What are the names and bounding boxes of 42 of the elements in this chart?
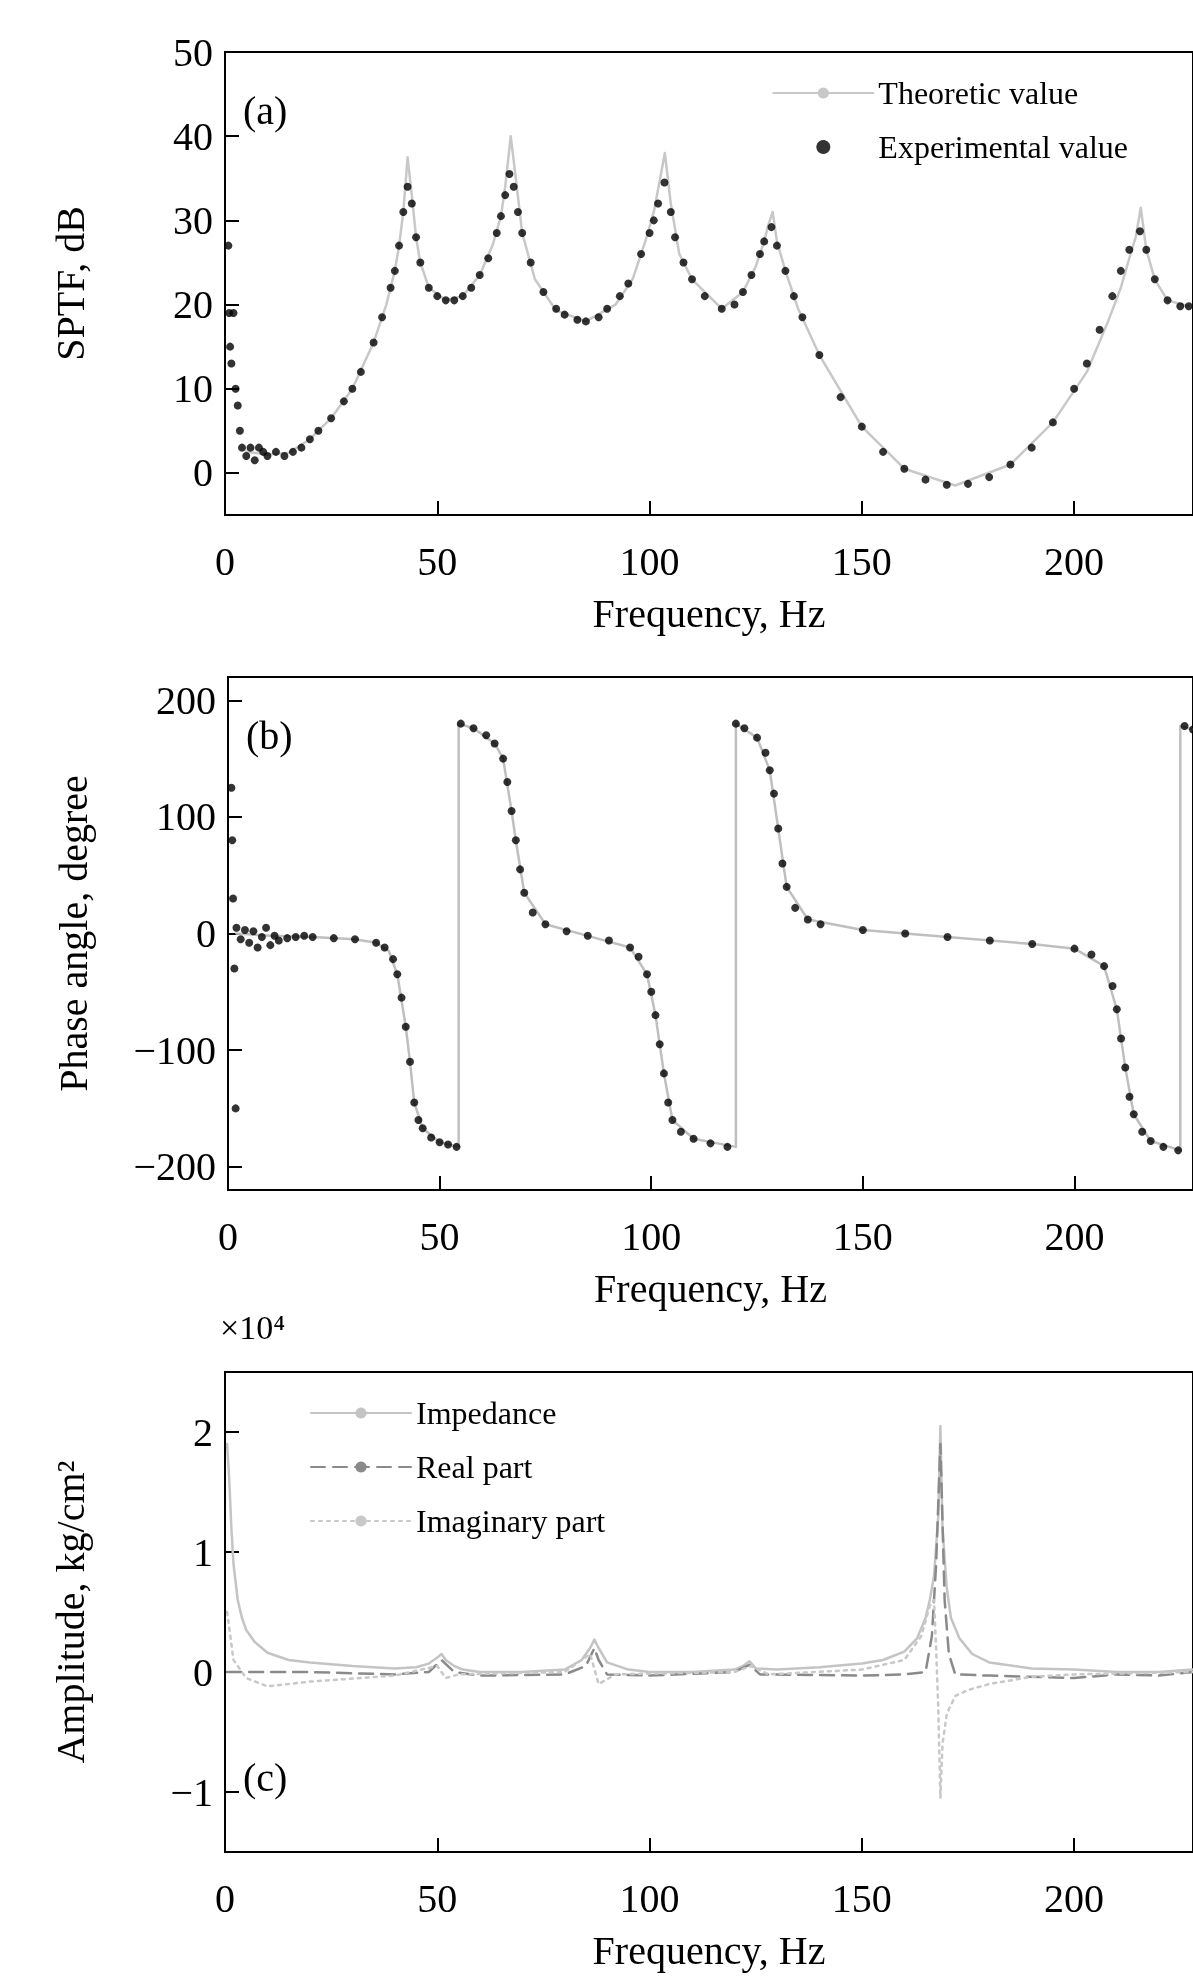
x-tick-label: 100 <box>619 538 680 584</box>
y-tick-label: 1 <box>193 1529 213 1575</box>
x-tick-label: 100 <box>619 1875 680 1921</box>
legend-label: Real part <box>416 1449 533 1485</box>
y-axis-title: SPTF, dB <box>47 206 93 361</box>
x-axis-title: Frequency, Hz <box>592 1927 826 1973</box>
y-tick-label: 50 <box>173 29 213 75</box>
legend-label: Imaginary part <box>416 1503 606 1539</box>
x-tick-label: 200 <box>1044 1213 1105 1259</box>
annotation: (a) <box>243 87 288 133</box>
annotation: (b) <box>246 712 293 758</box>
x-axis-title: Frequency, Hz <box>594 1265 827 1311</box>
legend-label: Theoretic value <box>878 75 1079 111</box>
x-tick-label: 50 <box>417 538 458 584</box>
x-tick-label: 200 <box>1044 538 1105 584</box>
x-tick-label: 200 <box>1044 1875 1105 1921</box>
y-tick-label: −200 <box>133 1144 216 1190</box>
x-tick-label: 150 <box>831 538 892 584</box>
y-tick-label: 100 <box>156 794 216 840</box>
y-tick-label: 0 <box>196 911 216 956</box>
y-tick-label: 200 <box>156 677 216 723</box>
x-tick-label: 150 <box>831 1875 892 1921</box>
y-tick-label: 10 <box>173 366 213 412</box>
x-axis-title: Frequency, Hz <box>592 590 826 636</box>
annotation: (c) <box>243 1754 288 1800</box>
y-tick-label: 2 <box>193 1409 213 1455</box>
y-tick-label: 20 <box>173 282 213 328</box>
y-tick-label: 0 <box>193 1649 213 1695</box>
x-tick-label: 150 <box>832 1213 893 1259</box>
y-tick-label: −100 <box>133 1027 216 1073</box>
y-axis-title: Phase angle, degree <box>50 775 96 1092</box>
legend-label: Experimental value <box>878 129 1128 165</box>
y-tick-label: 40 <box>173 113 213 159</box>
text: ×10⁴ <box>220 1308 286 1346</box>
x-tick-label: 50 <box>419 1213 460 1259</box>
y-tick-label: −1 <box>170 1769 213 1815</box>
x-tick-label: 100 <box>621 1213 682 1259</box>
y-tick-label: 0 <box>193 450 213 496</box>
x-tick-label: 50 <box>417 1875 458 1921</box>
y-tick-label: 30 <box>173 197 213 243</box>
legend-label: Impedance <box>416 1395 557 1431</box>
y-axis-title: Amplitude, kg/cm² <box>47 1460 93 1764</box>
